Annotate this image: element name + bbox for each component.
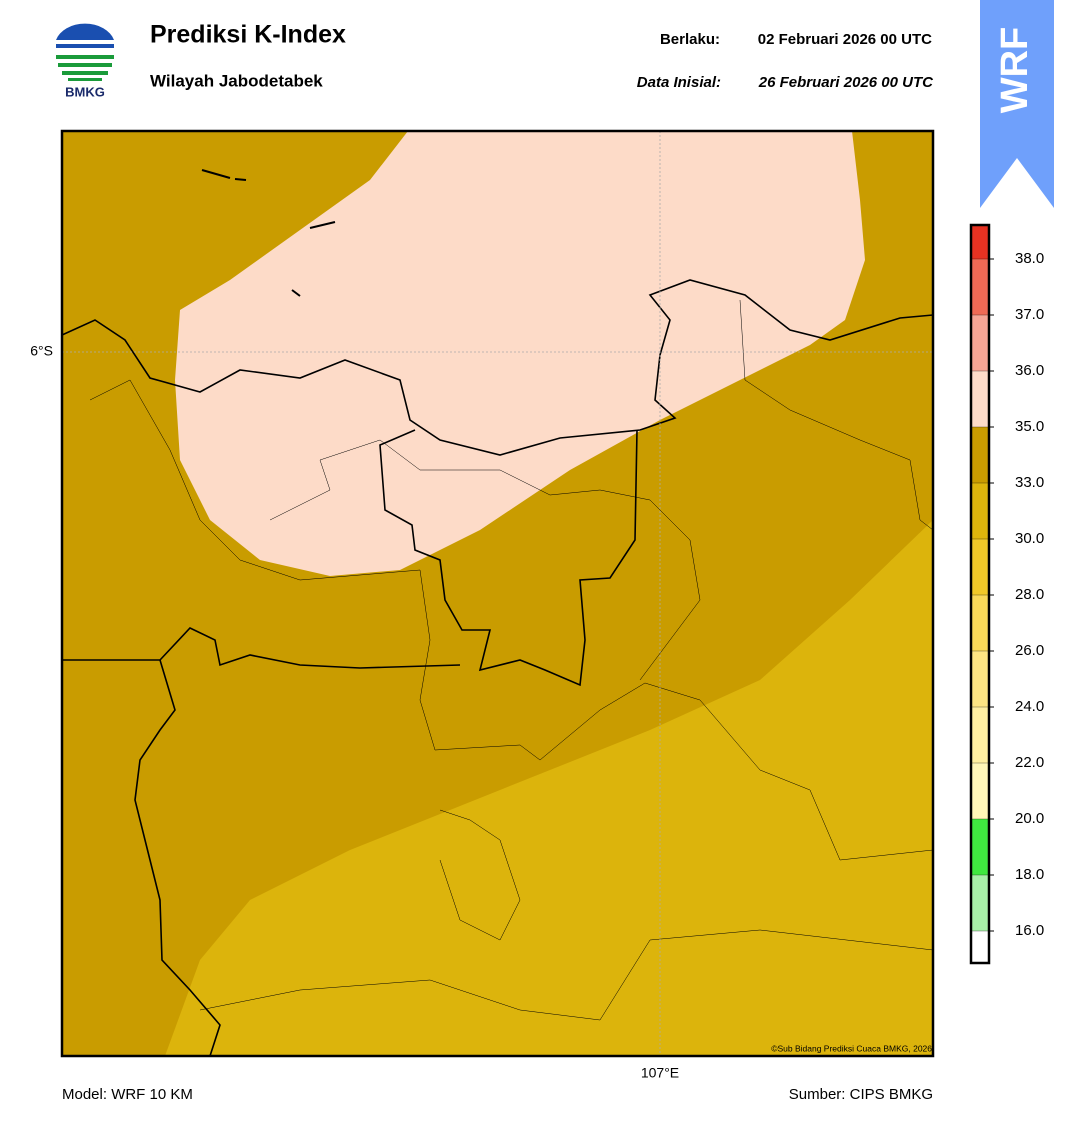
colorbar-segment <box>971 651 989 707</box>
title: Prediksi K-Index <box>150 21 346 49</box>
subtitle: Wilayah Jabodetabek <box>150 71 323 90</box>
colorbar-segment <box>971 371 989 427</box>
colorbar-tick-label: 30.0 <box>1015 530 1044 547</box>
colorbar-segment <box>971 225 989 259</box>
logo-text: BMKG <box>65 84 105 99</box>
colorbar-tick-label: 38.0 <box>1015 250 1044 267</box>
colorbar-frame <box>969 223 991 965</box>
colorbar-tick-label: 16.0 <box>1015 922 1044 939</box>
colorbar-tick-label: 18.0 <box>1015 866 1044 883</box>
logo: BMKG <box>56 23 114 99</box>
map: ©Sub Bidang Prediksi Cuaca BMKG, 2026 6°… <box>30 129 935 1081</box>
lat-label: 6°S <box>30 343 53 359</box>
colorbar-segment <box>971 763 989 819</box>
lon-label: 107°E <box>641 1065 679 1081</box>
colorbar-tick-label: 36.0 <box>1015 362 1044 379</box>
colorbar-tick-label: 28.0 <box>1015 586 1044 603</box>
colorbar-segment <box>971 259 989 315</box>
colorbar-segment <box>971 707 989 763</box>
badge-text: WRF <box>994 27 1036 114</box>
init-label: Data Inisial: <box>637 74 721 91</box>
colorbar-tick-label: 22.0 <box>1015 754 1044 771</box>
colorbar-segment <box>971 819 989 875</box>
colorbar-tick-label: 24.0 <box>1015 698 1044 715</box>
colorbar-tick-label: 35.0 <box>1015 418 1044 435</box>
colorbar-tick-label: 37.0 <box>1015 306 1044 323</box>
colorbar-segment <box>971 427 989 483</box>
colorbar-segment <box>971 483 989 539</box>
colorbar: 16.0 18.0 20.0 22.0 24.0 26.0 28.0 30.0 33.0 35.0… <box>969 223 1044 965</box>
credit: ©Sub Bidang Prediksi Cuaca BMKG, 2026 <box>771 1043 932 1053</box>
colorbar-segment <box>971 539 989 595</box>
footer-source: Sumber: CIPS BMKG <box>789 1086 933 1103</box>
colorbar-segment <box>971 595 989 651</box>
footer-model: Model: WRF 10 KM <box>62 1086 193 1103</box>
colorbar-tick-label: 20.0 <box>1015 810 1044 827</box>
colorbar-segment <box>971 315 989 371</box>
colorbar-tick-label: 26.0 <box>1015 642 1044 659</box>
colorbar-tick-label: 33.0 <box>1015 474 1044 491</box>
init-time: 26 Februari 2026 00 UTC <box>758 74 934 91</box>
colorbar-segment <box>971 875 989 931</box>
valid-label: Berlaku: <box>660 31 720 48</box>
colorbar-segment <box>971 931 989 963</box>
badge <box>980 0 1054 208</box>
valid-time: 02 Februari 2026 00 UTC <box>758 31 932 48</box>
